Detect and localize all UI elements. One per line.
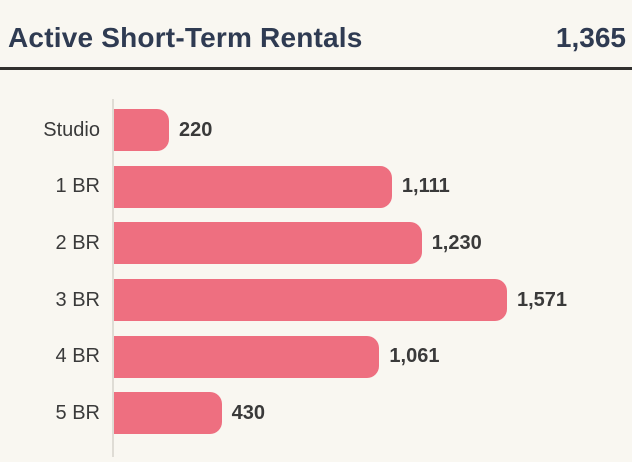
value-label: 220 [179, 118, 213, 141]
bar-chart: Studio 220 1 BR 1,111 2 BR 1,230 3 BR 1,… [0, 70, 632, 459]
value-label: 1,230 [431, 231, 482, 254]
chart-title: Active Short-Term Rentals [8, 22, 363, 53]
bar-row-5br: 5 BR 430 [0, 392, 632, 435]
bar-4br [114, 335, 380, 378]
chart-header: Active Short-Term Rentals 1,365 [0, 0, 632, 70]
y-axis-line [112, 99, 114, 457]
bar-rows: Studio 220 1 BR 1,111 2 BR 1,230 3 BR 1,… [0, 70, 632, 435]
bar-row-4br: 4 BR 1,061 [0, 335, 632, 378]
bar-1br [114, 165, 392, 208]
value-label: 1,061 [389, 345, 440, 368]
category-label: 3 BR [55, 288, 100, 311]
bar-row-studio: Studio 220 [0, 109, 632, 151]
category-label: 5 BR [55, 401, 100, 424]
bar-row-3br: 3 BR 1,571 [0, 279, 632, 322]
value-label: 430 [231, 401, 265, 424]
bar-2br [114, 222, 422, 265]
bar-3br [114, 279, 507, 322]
category-label: 1 BR [55, 175, 100, 198]
total-value: 1,365 [555, 22, 626, 53]
category-label: 4 BR [55, 345, 100, 368]
bar-studio [114, 109, 169, 151]
bar-5br [114, 392, 222, 435]
category-label: Studio [43, 118, 100, 141]
value-label: 1,111 [401, 175, 450, 198]
bar-row-1br: 1 BR 1,111 [0, 165, 632, 208]
category-label: 2 BR [55, 231, 100, 254]
value-label: 1,571 [517, 288, 568, 311]
bar-row-2br: 2 BR 1,230 [0, 222, 632, 265]
